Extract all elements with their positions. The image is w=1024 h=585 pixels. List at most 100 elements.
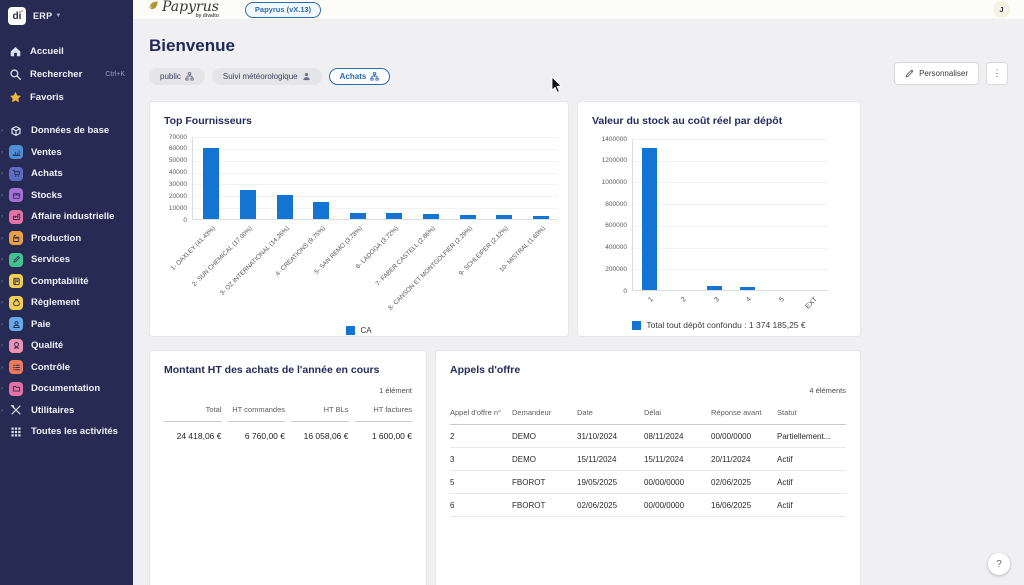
bar[interactable] [313, 202, 330, 219]
sidebar-item-comptabilite[interactable]: › Comptabilité [0, 271, 133, 293]
tools-icon [9, 403, 23, 417]
sidebar-item-achats[interactable]: › Achats [0, 163, 133, 185]
tenders-title: Appels d'offre [450, 364, 521, 376]
bar[interactable] [459, 215, 476, 219]
top-suppliers-title: Top Fournisseurs [164, 115, 252, 127]
table-row[interactable]: 6 FBOROT 02/06/2025 00/00/0000 16/06/2025 Act… [450, 494, 846, 517]
sidebar-item-ventes[interactable]: › Ventes [0, 142, 133, 164]
sidebar-item-rechercher[interactable]: Rechercher Ctrl+K [0, 63, 133, 86]
top-suppliers-chart: 0 10000 20000 30000 40000 50000 60000 70000 1- … [150, 127, 568, 324]
sidebar-header[interactable]: di ERP ▼ [0, 0, 133, 30]
sidebar-item-qualite[interactable]: › Qualité [0, 335, 133, 357]
bar[interactable] [641, 148, 657, 290]
bar[interactable] [349, 212, 366, 219]
sidebar-item-donnees-de-base[interactable]: › Données de base [0, 120, 133, 142]
personalize-button[interactable]: Personnaliser [894, 62, 979, 85]
purchases-title: Montant HT des achats de l'année en cour… [164, 364, 380, 376]
chart-icon [9, 145, 23, 160]
box-icon [9, 188, 23, 203]
amount-cell: 16 058,06 € [303, 431, 349, 441]
sidebar-item-label: Production [31, 232, 82, 244]
column-header: Réponse avant [711, 408, 762, 417]
pen-icon [9, 252, 23, 267]
bar[interactable] [239, 190, 256, 219]
tenders-table: Appel d'offre n° Demandeur Date Délai Répons… [450, 404, 846, 517]
tab-label: Suivi météorologique [222, 72, 298, 81]
table-cell: 20/11/2024 [711, 454, 751, 464]
sidebar-item-utilitaires[interactable]: › Utilitaires [0, 400, 133, 422]
version-badge[interactable]: Papyrus (vX.13) [244, 1, 322, 18]
table-cell: 6 [450, 500, 455, 510]
avatar[interactable]: J [993, 1, 1010, 18]
sidebar-item-label: Affaire industrielle [31, 211, 115, 223]
divalto-logo: di [8, 7, 26, 25]
bar[interactable] [276, 194, 293, 219]
sidebar-item-services[interactable]: › Services [0, 249, 133, 271]
main-area: Papyrus by divalto Papyrus (vX.13) J Bie… [133, 0, 1024, 585]
cube-icon [9, 124, 23, 138]
bar[interactable] [496, 215, 513, 219]
sidebar-item-label: Paie [31, 318, 51, 330]
bar[interactable] [707, 285, 723, 290]
chevron-down-icon: ▼ [55, 13, 62, 19]
gridline [193, 196, 558, 198]
sidebar-item-production[interactable]: › Production [0, 228, 133, 250]
table-cell: 00/00/0000 [644, 500, 685, 510]
shortcut-hint: Ctrl+K [105, 71, 125, 78]
y-tick-label: 60000 [168, 145, 187, 153]
plot-area [632, 139, 828, 291]
sidebar-item-reglement[interactable]: › Règlement [0, 292, 133, 314]
kebab-menu-icon: ⋮ [992, 68, 1002, 78]
bar[interactable] [386, 212, 403, 219]
sidebar-item-affaire-industrielle[interactable]: › Affaire industrielle [0, 206, 133, 228]
y-tick-label: 0 [623, 287, 627, 295]
gridline [193, 148, 558, 150]
sidebar-item-favoris[interactable]: Favoris [0, 86, 133, 109]
table-row[interactable]: 2 DEMO 31/10/2024 08/11/2024 00/00/0000 Parti… [450, 425, 846, 448]
sidebar-item-documentation[interactable]: › Documentation [0, 378, 133, 400]
x-axis-labels: 1 2 3 4 5 EXT [632, 291, 828, 319]
bar[interactable] [203, 148, 220, 219]
tab-achats[interactable]: Achats [328, 68, 391, 85]
bar[interactable] [739, 286, 755, 290]
plot-area [192, 137, 558, 220]
help-button[interactable]: ? [988, 553, 1010, 575]
more-options-button[interactable]: ⋮ [986, 62, 1008, 85]
chevron-right-icon: › [1, 127, 4, 135]
personalize-label: Personnaliser [919, 69, 968, 78]
table-row[interactable]: 5 FBOROT 19/05/2025 00/00/0000 02/06/2025 Act… [450, 471, 846, 494]
tab-suivi-meteorologique[interactable]: Suivi météorologique [211, 68, 322, 85]
page-title: Bienvenue [149, 36, 235, 55]
chevron-right-icon: › [1, 148, 4, 156]
tab-public[interactable]: public [149, 68, 205, 85]
bar[interactable] [532, 216, 549, 219]
sidebar-item-label: Achats [31, 168, 63, 180]
question-mark-icon: ? [996, 558, 1002, 570]
sidebar-item-label: Contrôle [31, 361, 71, 373]
chevron-right-icon: › [1, 170, 4, 178]
sidebar-item-accueil[interactable]: Accueil [0, 40, 133, 63]
table-cell: 00/00/0000 [644, 477, 685, 487]
checklist-icon [9, 360, 23, 375]
workspace-switcher[interactable]: ERP ▼ [33, 11, 62, 21]
top-suppliers-card: Top Fournisseurs 0 10000 20000 30000 40000 50… [149, 101, 569, 337]
topbar: Papyrus by divalto Papyrus (vX.13) J [133, 0, 1024, 20]
y-axis: 0 200000 400000 600000 800000 1000000 1200000 1… [588, 136, 632, 295]
table-row[interactable]: 3 DEMO 15/11/2024 15/11/2024 20/11/2024 Actif [450, 448, 846, 471]
sidebar-item-toutes-les-activites[interactable]: Toutes les activités [0, 421, 133, 443]
chevron-right-icon: › [1, 256, 4, 264]
table-cell: 02/06/2025 [577, 500, 618, 510]
column-header: HT BLs [291, 405, 349, 422]
sidebar-item-label: Stocks [31, 189, 63, 201]
chevron-right-icon: › [1, 277, 4, 285]
sidebar-item-paie[interactable]: › Paie [0, 314, 133, 336]
sidebar-item-stocks[interactable]: › Stocks [0, 185, 133, 207]
x-tick-label: 2- SUN CHEMICAL (17.00%) [190, 225, 254, 288]
legend-label: CA [360, 326, 372, 335]
sidebar-item-controle[interactable]: › Contrôle [0, 357, 133, 379]
table-cell: Actif [777, 500, 793, 510]
bar[interactable] [422, 214, 439, 219]
table-cell: Partiellement... [777, 431, 831, 441]
chevron-right-icon: › [1, 234, 4, 242]
amount-cell: 1 600,00 € [371, 431, 412, 441]
